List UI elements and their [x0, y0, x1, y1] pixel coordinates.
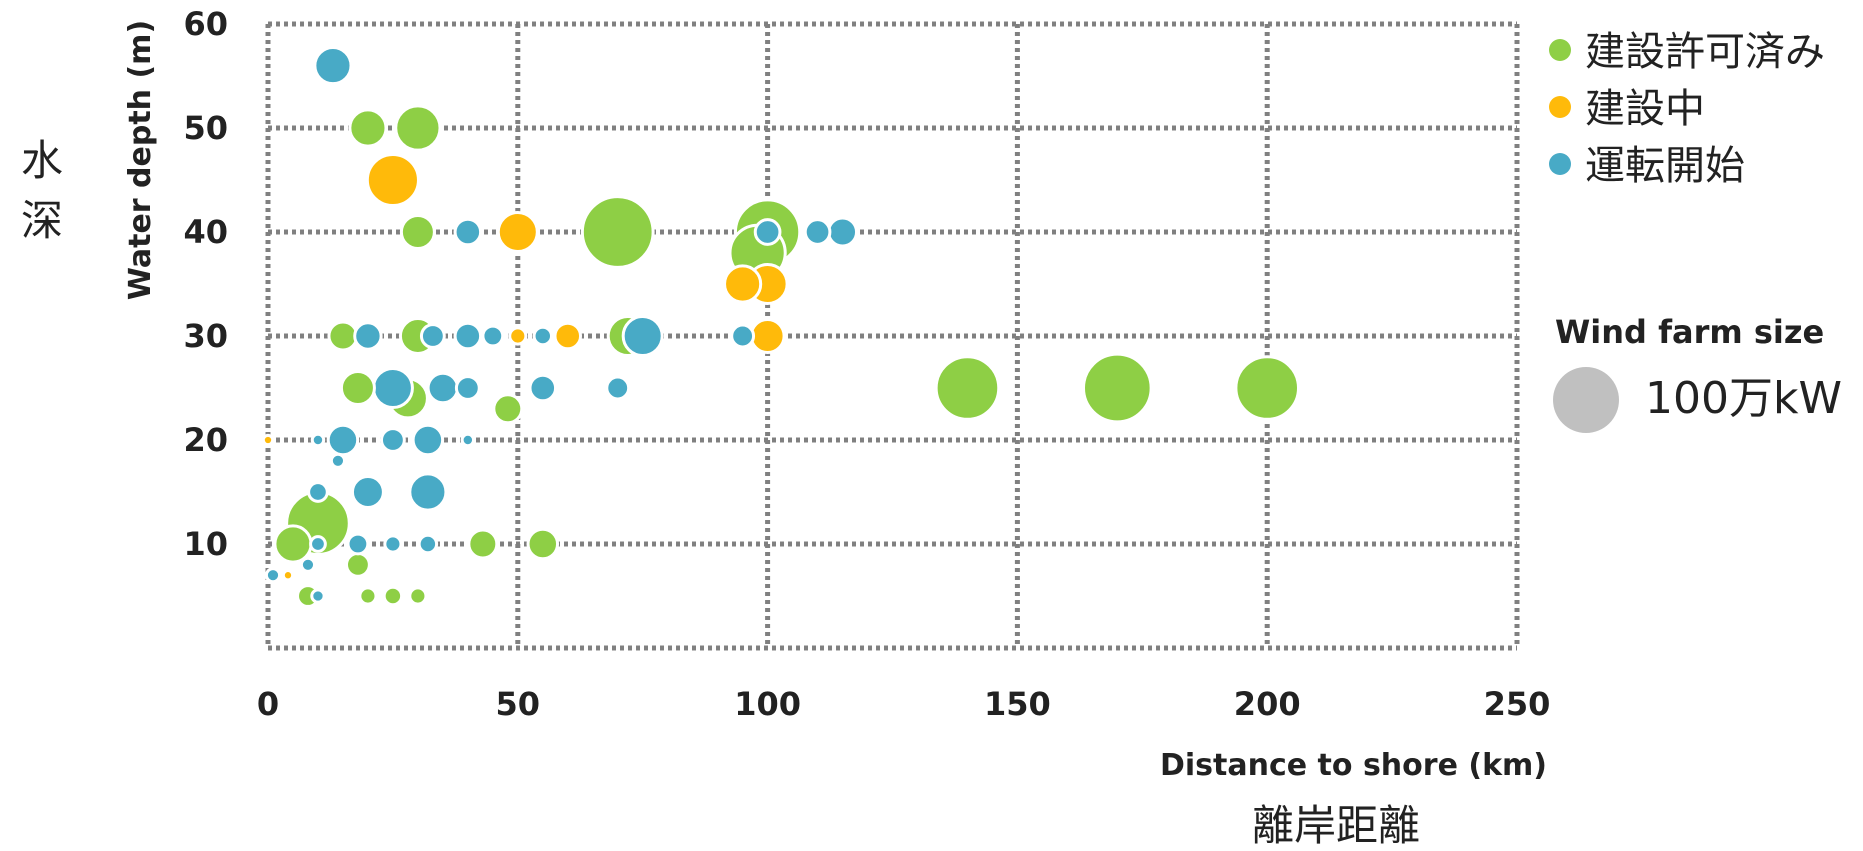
bubble-point: [730, 323, 756, 349]
size-legend-title: Wind farm size: [1555, 313, 1824, 351]
bubble-point: [508, 326, 528, 346]
bubble-point: [492, 393, 524, 425]
bubble-point: [383, 534, 403, 554]
bubble-point: [1234, 355, 1301, 421]
x-tick-label: 100: [734, 685, 801, 723]
y-tick-label: 40: [183, 213, 228, 251]
y-axis-label-japanese: 水 深: [21, 136, 63, 245]
bubble-point: [348, 108, 388, 148]
bubble-point: [532, 325, 554, 347]
bubble-point: [453, 321, 483, 351]
bubble-point: [408, 586, 428, 606]
size-legend-label: 100万kW: [1645, 373, 1842, 424]
bubble-point: [399, 214, 436, 250]
bubble-point: [426, 371, 460, 405]
bubble-point: [827, 216, 859, 248]
bubble-points: [261, 46, 1301, 608]
bubble-point: [327, 320, 359, 352]
bubble-point: [365, 152, 420, 208]
bubble-point: [417, 533, 439, 555]
bubble-point: [326, 423, 360, 457]
bubble-point: [358, 586, 378, 606]
bubble-point: [310, 432, 326, 448]
bubble-point: [281, 569, 295, 582]
y-tick-label: 10: [183, 525, 228, 563]
bubble-point: [313, 46, 353, 86]
bubble-point: [307, 481, 329, 503]
bubble-point: [749, 318, 786, 354]
y-tick-label: 20: [183, 421, 228, 459]
legend-marker: [1549, 39, 1571, 61]
y-tick-label: 30: [183, 317, 228, 355]
bubble-point: [605, 375, 631, 401]
x-axis-label: Distance to shore (km): [1160, 748, 1547, 783]
legend-label: 建設許可済み: [1585, 29, 1825, 75]
bubble-point: [309, 535, 327, 553]
x-tick-label: 50: [496, 685, 541, 723]
bubble-point: [454, 375, 481, 401]
x-tick-label: 150: [984, 685, 1051, 723]
bubble-point: [329, 452, 347, 469]
svg-text:水: 水: [21, 136, 63, 185]
bubble-point: [273, 524, 313, 564]
bubble-point: [1082, 352, 1153, 424]
legend-marker: [1549, 96, 1571, 118]
tick-labels: 0 50 100 150 200 250 10 20 30 40 50 60: [183, 5, 1550, 723]
bubble-point: [346, 532, 370, 556]
bubble-point: [394, 104, 442, 152]
size-legend-circle: [1553, 367, 1619, 433]
bubble-point: [344, 551, 371, 578]
bubble-point: [310, 588, 326, 604]
bubble-point: [934, 355, 1001, 421]
bubble-point: [353, 321, 383, 351]
bubble-point: [753, 218, 782, 246]
x-tick-label: 250: [1484, 685, 1551, 723]
bubble-point: [528, 373, 558, 403]
bubble-point: [553, 321, 583, 351]
bubble-point: [382, 585, 404, 607]
bubble-point: [411, 423, 445, 457]
bubble-point: [580, 195, 655, 269]
bubble-point: [339, 370, 376, 406]
bubble-point: [261, 433, 275, 447]
svg-text:深: 深: [21, 196, 63, 245]
size-legend: Wind farm size 100万kW: [1553, 313, 1842, 433]
bubble-point: [453, 217, 483, 247]
bubble-point: [350, 475, 385, 509]
bubble-point: [419, 323, 446, 349]
bubble-point: [460, 432, 476, 448]
bubble-point: [264, 567, 282, 584]
y-tick-label: 50: [183, 109, 228, 147]
bubble-point: [723, 264, 763, 304]
x-tick-label: 200: [1234, 685, 1301, 723]
x-axis-label-japanese: 離岸距離: [1252, 801, 1420, 850]
y-axis-label: Water depth (m): [123, 20, 158, 300]
bubble-point: [803, 218, 832, 246]
legend-label: 建設中: [1585, 86, 1705, 132]
legend-marker: [1549, 153, 1571, 175]
bubble-point: [526, 527, 560, 561]
y-tick-label: 60: [183, 5, 228, 43]
bubble-point: [379, 427, 406, 453]
bubble-point: [621, 314, 664, 358]
bubble-point: [496, 210, 539, 254]
legend-label: 運転開始: [1585, 143, 1745, 189]
bubble-point: [481, 324, 505, 348]
bubble-point: [299, 556, 317, 573]
bubble-point: [371, 366, 414, 410]
bubble-point: [408, 472, 448, 512]
bubble-point: [467, 528, 499, 560]
x-tick-label: 0: [257, 685, 279, 723]
